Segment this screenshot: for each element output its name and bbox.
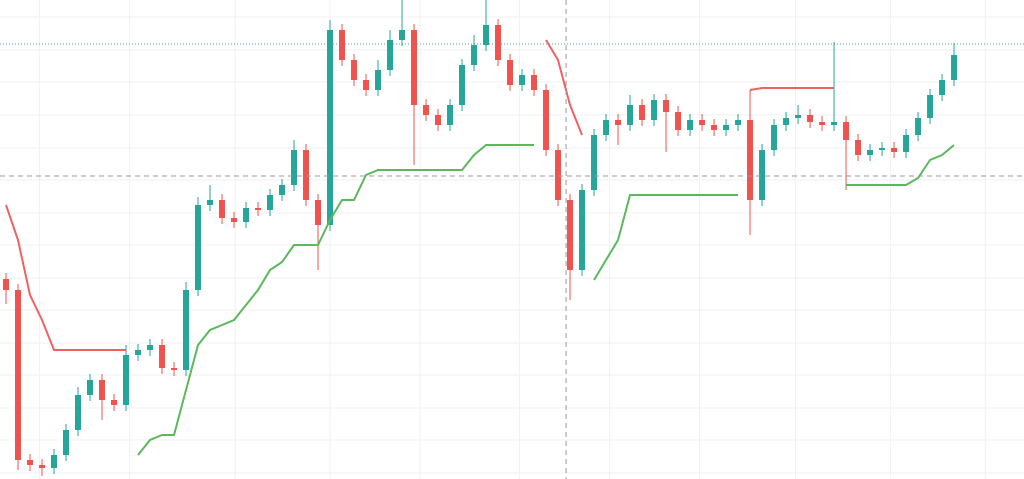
- candle-body: [759, 150, 766, 200]
- candle-body: [831, 122, 838, 125]
- candle-body: [639, 105, 646, 120]
- candle-body: [687, 120, 694, 130]
- candle-body: [399, 30, 406, 40]
- candle-body: [915, 118, 922, 135]
- candle-body: [903, 135, 910, 152]
- candle-body: [435, 115, 442, 125]
- candle-body: [867, 150, 874, 155]
- candle-body: [123, 355, 130, 405]
- candle-body: [279, 185, 286, 195]
- candle-body: [879, 148, 886, 150]
- candle-body: [87, 380, 94, 395]
- candle-body: [195, 205, 202, 290]
- candle-body: [411, 30, 418, 105]
- candle-body: [783, 118, 790, 125]
- candle-body: [171, 368, 178, 370]
- candle-body: [891, 148, 898, 152]
- candle-body: [267, 195, 274, 210]
- candle-body: [543, 90, 550, 150]
- candle-body: [675, 112, 682, 130]
- candle-body: [387, 40, 394, 70]
- candle-body: [939, 80, 946, 95]
- candle-body: [579, 190, 586, 270]
- candle-body: [471, 45, 478, 65]
- supertrend-line: [137, 144, 535, 456]
- candle-body: [615, 120, 622, 125]
- candle-body: [39, 465, 46, 468]
- candle-body: [495, 25, 502, 60]
- candle-body: [27, 460, 34, 465]
- supertrend-line: [593, 194, 739, 281]
- candle-body: [819, 122, 826, 125]
- candle-body: [603, 120, 610, 135]
- candle-body: [243, 208, 250, 222]
- candle-body: [855, 140, 862, 155]
- candle-body: [15, 290, 22, 460]
- candle-body: [807, 115, 814, 122]
- candle-body: [747, 120, 754, 200]
- candle-body: [447, 105, 454, 125]
- candle-body: [843, 122, 850, 140]
- candle-body: [159, 345, 166, 368]
- candle-body: [375, 70, 382, 90]
- candle-body: [483, 25, 490, 45]
- candle-body: [219, 200, 226, 218]
- candle-body: [927, 95, 934, 118]
- candle-body: [627, 105, 634, 125]
- candle-body: [651, 100, 658, 120]
- candle-body: [771, 125, 778, 150]
- candle-body: [795, 115, 802, 118]
- candle-body: [63, 430, 70, 455]
- supertrend-line: [5, 204, 127, 351]
- candle-body: [147, 345, 154, 350]
- candle-body: [663, 100, 670, 112]
- candle-body: [591, 135, 598, 190]
- candle-body: [567, 200, 574, 270]
- candle-body: [231, 218, 238, 222]
- candle-body: [303, 150, 310, 200]
- candle-body: [519, 75, 526, 85]
- candle-body: [99, 380, 106, 400]
- candle-body: [951, 55, 958, 80]
- candle-body: [3, 279, 10, 290]
- candle-body: [135, 350, 142, 355]
- candle-body: [291, 150, 298, 185]
- candle-body: [711, 125, 718, 130]
- candle-body: [111, 400, 118, 405]
- candle-body: [699, 120, 706, 125]
- candle-body: [735, 120, 742, 125]
- supertrend-line: [545, 39, 583, 136]
- candle-body: [183, 290, 190, 370]
- candle-body: [423, 105, 430, 115]
- supertrend-line: [749, 87, 835, 91]
- candle-body: [75, 395, 82, 430]
- candle-body: [255, 208, 262, 210]
- candle-body: [327, 30, 334, 225]
- candle-body: [555, 150, 562, 200]
- candle-body: [339, 30, 346, 60]
- candle-body: [531, 75, 538, 90]
- supertrend-line: [846, 144, 955, 186]
- candle-body: [315, 200, 322, 225]
- candle-body: [723, 125, 730, 130]
- candle-body: [459, 65, 466, 105]
- candle-body: [351, 60, 358, 80]
- candle-body: [207, 200, 214, 205]
- candle-body: [363, 80, 370, 90]
- candle-body: [507, 60, 514, 85]
- candle-body: [51, 455, 58, 468]
